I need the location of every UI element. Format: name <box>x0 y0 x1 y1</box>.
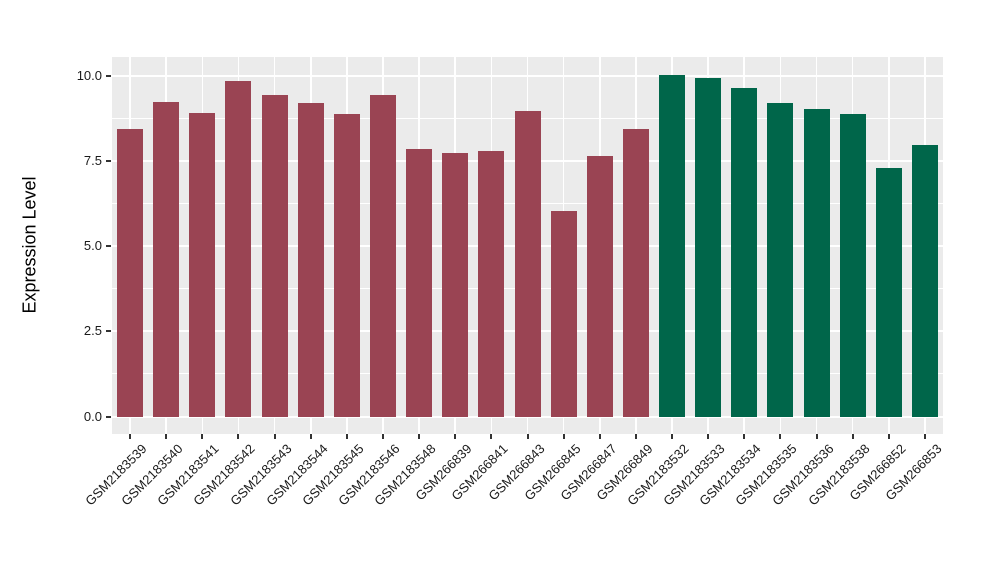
bar-GSM2183544 <box>297 102 324 417</box>
bar-GSM266849 <box>622 129 649 417</box>
bar-GSM266852 <box>875 168 902 417</box>
y-tick-mark <box>106 330 111 333</box>
y-tick-label: 2.5 <box>83 323 102 339</box>
bar-GSM2183538 <box>839 113 866 417</box>
x-tick-mark <box>562 434 565 439</box>
bar-GSM2183545 <box>333 113 360 417</box>
x-tick-mark <box>779 434 782 439</box>
y-tick-mark <box>106 160 111 163</box>
x-tick-mark <box>490 434 493 439</box>
y-tick-label: 5.0 <box>83 238 102 254</box>
y-tick-label: 7.5 <box>83 153 102 169</box>
bar-GSM2183534 <box>731 87 758 417</box>
bar-GSM266853 <box>911 144 938 417</box>
x-tick-mark <box>598 434 601 439</box>
x-tick-mark <box>273 434 276 439</box>
x-tick-mark <box>309 434 312 439</box>
y-tick-label: 10.0 <box>76 68 102 83</box>
x-tick-mark <box>165 434 168 439</box>
bar-GSM2183546 <box>369 94 396 417</box>
x-tick-mark <box>671 434 674 439</box>
bar-GSM2183539 <box>117 129 144 417</box>
bar-GSM2183533 <box>695 77 722 417</box>
x-tick-mark <box>454 434 457 439</box>
y-tick-label: 0.0 <box>83 408 102 424</box>
bar-GSM2183548 <box>406 149 433 417</box>
x-tick-mark <box>887 434 890 439</box>
x-tick-mark <box>851 434 854 439</box>
bar-GSM2183532 <box>659 74 686 417</box>
x-tick-mark <box>418 434 421 439</box>
x-tick-mark <box>743 434 746 439</box>
y-tick-mark <box>106 415 111 418</box>
bar-GSM266845 <box>550 210 577 417</box>
x-tick-mark <box>526 434 529 439</box>
x-tick-mark <box>815 434 818 439</box>
x-tick-mark <box>237 434 240 439</box>
bar-GSM2183542 <box>225 81 252 417</box>
bar-GSM2183535 <box>767 102 794 417</box>
bar-GSM266839 <box>442 152 469 417</box>
plot-panel <box>112 57 943 434</box>
bar-GSM2183543 <box>261 95 288 417</box>
x-tick-mark <box>381 434 384 439</box>
bar-GSM2183541 <box>189 112 216 417</box>
x-tick-mark <box>634 434 637 439</box>
bar-GSM266847 <box>586 156 613 417</box>
x-tick-mark <box>707 434 710 439</box>
x-tick-mark <box>201 434 204 439</box>
x-tick-mark <box>345 434 348 439</box>
x-tick-mark <box>129 434 132 439</box>
bar-GSM266843 <box>514 111 541 417</box>
bar-GSM266841 <box>478 150 505 417</box>
x-tick-mark <box>923 434 926 439</box>
y-tick-mark <box>106 245 111 248</box>
bar-GSM2183536 <box>803 109 830 417</box>
bar-GSM2183540 <box>153 102 180 417</box>
y-tick-mark <box>106 75 111 77</box>
